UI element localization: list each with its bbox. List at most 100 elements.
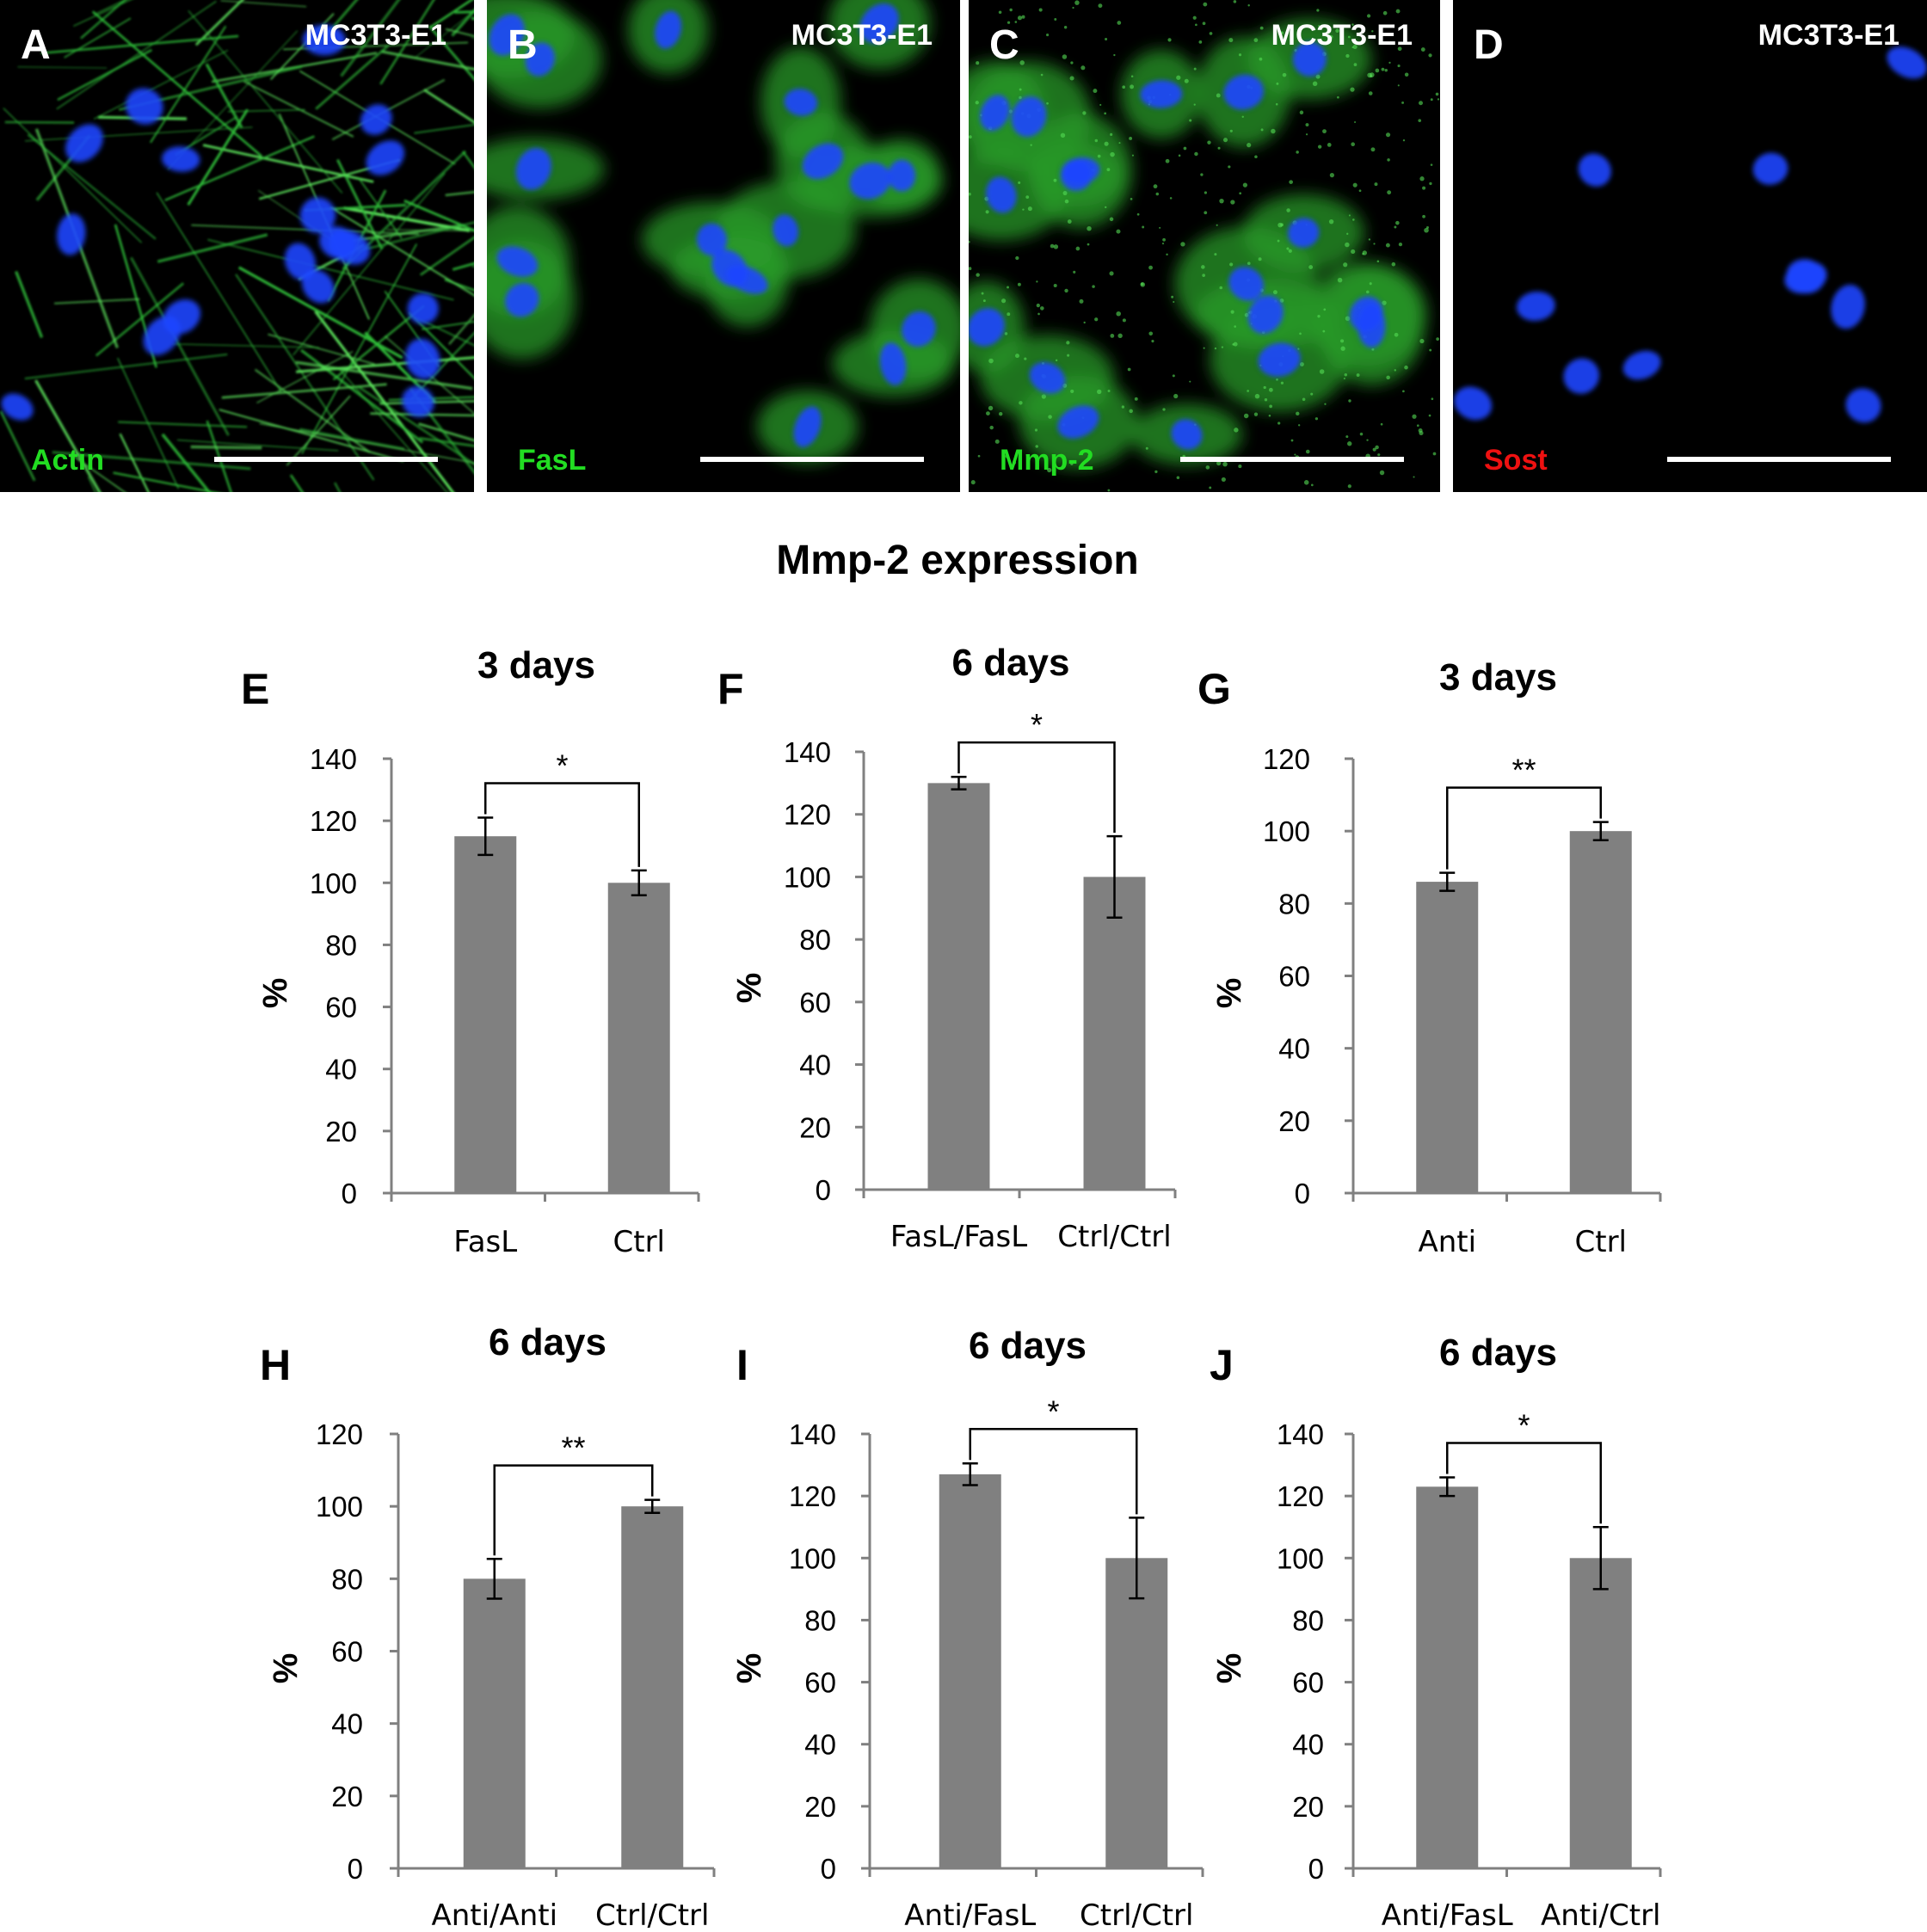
y-tick-label: 0 [1295,1178,1310,1209]
y-axis-label: % [1210,1653,1248,1684]
y-tick-label: 140 [1277,1418,1324,1450]
significance-bracket [957,741,1116,834]
scale-bar [1667,457,1891,462]
chart-title: 6 days [952,642,1070,684]
y-tick-label: 40 [799,1049,831,1081]
micrograph-letter: A [21,22,51,68]
stain-label: Mmp-2 [1000,444,1094,477]
y-tick-label: 40 [331,1708,363,1740]
y-axis-label: % [1210,978,1248,1009]
category-label: Anti [1418,1225,1476,1259]
micrograph-b: B MC3T3-E1 FasL [487,0,960,492]
bar-anti-fasl [939,1474,1001,1868]
category-label: Anti/FasL [904,1898,1036,1932]
chart-panel-letter: G [1197,665,1231,713]
chart-title: 6 days [1439,1332,1557,1374]
micrograph-row: A MC3T3-E1 Actin B MC3T3-E1 FasL C MC3T3-E1 Mmp-… [0,0,1927,492]
y-tick-label: 120 [310,805,357,837]
cell-line-label: MC3T3-E1 [305,19,446,52]
y-axis-label: % [730,1653,768,1684]
bar-ctrl-ctrl [621,1506,684,1868]
y-tick-label: 40 [325,1054,357,1086]
y-tick-label: 120 [1277,1480,1324,1512]
y-tick-label: 40 [1292,1729,1324,1761]
significance-marker: * [556,748,568,784]
y-tick-label: 40 [804,1729,836,1761]
y-tick-label: 40 [1278,1033,1310,1065]
micrograph-cells [0,0,474,492]
y-tick-label: 80 [804,1604,836,1636]
category-label: Ctrl [613,1225,666,1259]
cell-line-label: MC3T3-E1 [1271,19,1413,52]
significance-marker: * [1518,1408,1530,1443]
category-label: Anti/Anti [431,1898,557,1932]
y-tick-label: 60 [331,1636,363,1668]
y-tick-label: 20 [331,1781,363,1812]
chart-panel-letter: F [717,665,744,713]
y-tick-label: 120 [784,799,831,831]
y-tick-label: 100 [1263,815,1310,847]
chart-j: 6 days J 0 20 40 60 80 100 120 140% Anti/FasL Anti/… [1210,1332,1662,1932]
chart-h: 6 days H 0 20 40 60 80 100 120% Anti/Anti Ctrl/Ctr… [260,1321,716,1932]
y-tick-label: 0 [816,1174,831,1206]
y-tick-label: 20 [804,1791,836,1823]
micrograph-a: A MC3T3-E1 Actin [0,0,474,492]
chart-panel-letter: J [1210,1341,1234,1389]
y-tick-label: 140 [310,743,357,775]
stain-label: Actin [31,444,104,477]
stain-label: FasL [518,444,586,477]
bar-anti-ctrl [1569,1558,1632,1868]
y-tick-label: 100 [310,867,357,899]
y-tick-label: 100 [789,1542,836,1574]
chart-panel-letter: H [260,1341,291,1389]
scale-bar [700,457,924,462]
bar-anti-anti [463,1578,526,1868]
y-tick-label: 120 [789,1480,836,1512]
bar-fasl-fasl [927,783,990,1190]
y-tick-label: 100 [1277,1542,1324,1574]
chart-i: 6 days I 0 20 40 60 80 100 120 140% Anti/FasL Ctrl/… [730,1325,1204,1932]
significance-marker: * [1047,1394,1059,1429]
micrograph-c: C MC3T3-E1 Mmp-2 [969,0,1440,492]
y-axis-label: % [256,978,294,1009]
micrograph-cells [487,0,960,464]
y-axis-label: % [730,973,768,1004]
significance-bracket [969,1428,1138,1515]
bar-ctrl-ctrl [1083,877,1146,1190]
y-tick-label: 100 [784,861,831,893]
y-tick-label: 20 [325,1116,357,1148]
chart-title: 3 days [1439,656,1557,698]
scale-bar [214,457,438,462]
cell-line-label: MC3T3-E1 [791,19,933,52]
category-label: FasL [453,1225,517,1259]
bar-ctrl [607,883,670,1193]
y-tick-label: 0 [348,1853,363,1885]
y-axis-label: % [267,1653,305,1684]
chart-g: 3 days G 0 20 40 60 80 100 120% Anti Ctrl ** [1197,656,1662,1259]
significance-bracket [493,1464,654,1556]
y-tick-label: 100 [316,1491,363,1523]
y-tick-label: 120 [1263,743,1310,775]
stain-label: Sost [1484,444,1548,477]
y-tick-label: 60 [804,1667,836,1699]
y-tick-label: 80 [799,924,831,956]
chart-title: 3 days [477,644,595,686]
category-label: FasL/FasL [890,1220,1027,1254]
chart-panel-letter: E [241,665,269,713]
category-label: Anti/Ctrl [1541,1898,1661,1932]
significance-bracket [1446,1442,1602,1524]
bar-anti-fasl [1416,1486,1479,1868]
bar-anti [1416,882,1479,1193]
significance-marker: * [1031,707,1043,742]
significance-bracket [484,782,640,867]
micrograph-letter: D [1474,22,1504,68]
chart-title: 6 days [969,1325,1087,1367]
category-label: Ctrl/Ctrl [1080,1898,1193,1932]
category-label: Ctrl/Ctrl [595,1898,709,1932]
y-tick-label: 80 [1292,1604,1324,1636]
bar-charts: 3 days E 0 20 40 60 80 100 120 140% FasL Ctrl * 6 day… [241,642,1662,1932]
y-tick-label: 60 [1278,961,1310,993]
significance-marker: ** [1511,753,1536,788]
chart-f: 6 days F 0 20 40 60 80 100 120 140% FasL/FasL Ctrl/… [717,642,1177,1254]
y-tick-label: 20 [1278,1105,1310,1137]
